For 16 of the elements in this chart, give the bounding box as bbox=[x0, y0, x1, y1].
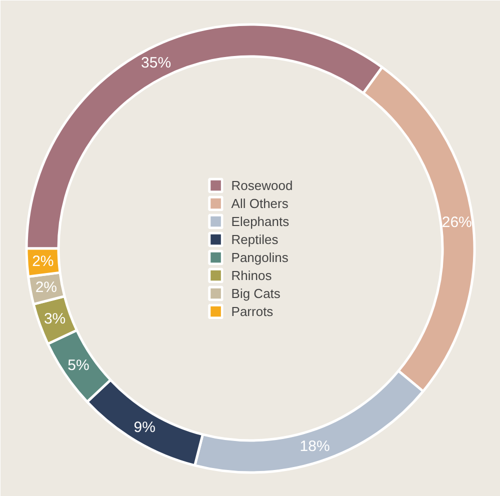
data-label: 3% bbox=[44, 310, 66, 328]
legend-label: Reptiles bbox=[231, 232, 278, 246]
legend-label: Elephants bbox=[231, 214, 290, 228]
data-label: 18% bbox=[300, 438, 330, 455]
legend-label: Rosewood bbox=[231, 178, 293, 192]
data-label: 2% bbox=[32, 253, 54, 270]
data-label: 26% bbox=[442, 214, 472, 231]
legend-label: Big Cats bbox=[231, 286, 280, 300]
data-label: 9% bbox=[134, 419, 156, 436]
data-label: 5% bbox=[68, 356, 90, 374]
legend-label: Parrots bbox=[231, 304, 274, 318]
data-label: 2% bbox=[35, 278, 58, 296]
legend-label: Pangolins bbox=[231, 250, 288, 264]
legend-label: Rhinos bbox=[231, 268, 272, 282]
data-label: 35% bbox=[141, 54, 172, 72]
legend-label: All Others bbox=[231, 196, 288, 210]
